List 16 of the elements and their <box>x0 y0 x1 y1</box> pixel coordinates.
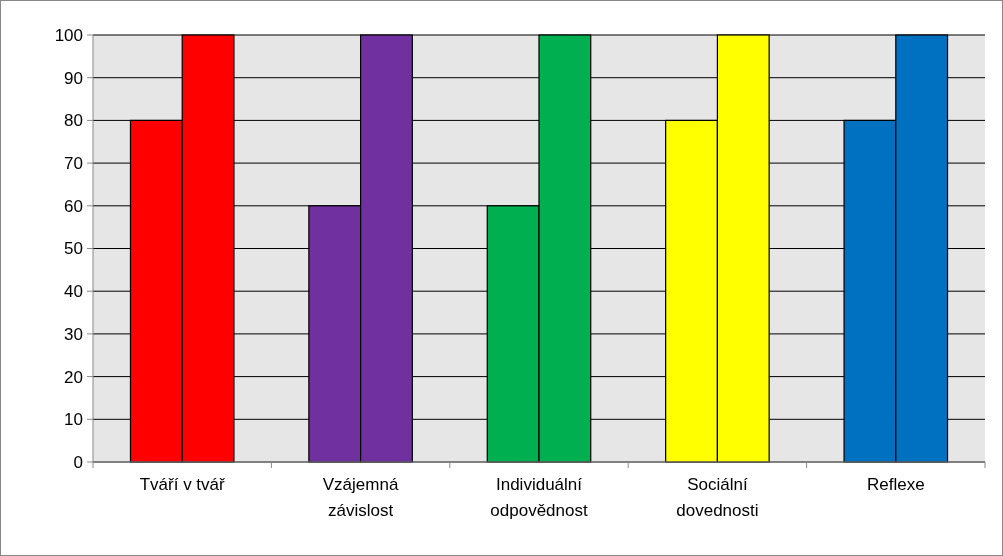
y-tick-label: 50 <box>64 239 83 259</box>
y-tick-label: 20 <box>64 367 83 387</box>
y-tick-label: 10 <box>64 410 83 430</box>
y-tick-label: 100 <box>54 25 83 45</box>
y-tick-label: 60 <box>64 196 83 216</box>
x-tick-label: Individuální odpovědnost <box>490 475 588 520</box>
x-tick-label: Sociální dovednosti <box>676 475 759 520</box>
y-tick-label: 40 <box>64 282 83 302</box>
y-tick-label: 80 <box>64 111 83 131</box>
y-tick-label: 30 <box>64 324 83 344</box>
x-tick-label: Reflexe <box>866 475 925 494</box>
x-tick-label: Vzájemná závislost <box>322 475 399 520</box>
y-tick-label: 90 <box>64 68 83 88</box>
y-tick-label: 0 <box>73 452 83 472</box>
y-tick-label: 70 <box>64 154 83 174</box>
x-tick-label: Tváří v tvář <box>139 475 226 494</box>
